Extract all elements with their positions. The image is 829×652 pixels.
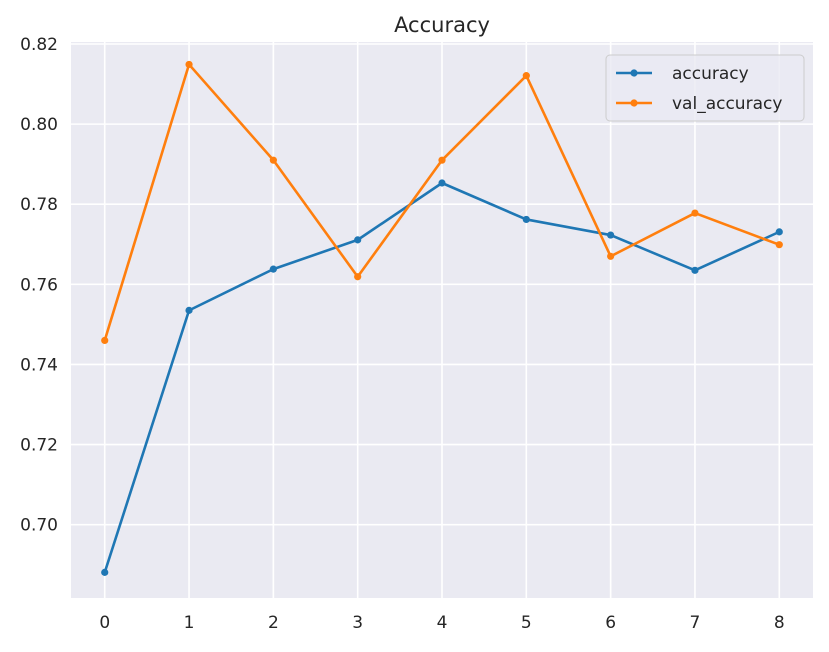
legend-label-accuracy: accuracy [672,64,749,84]
x-tick-label: 8 [774,613,785,633]
x-tick-label: 7 [690,613,701,633]
x-tick-label: 3 [352,613,363,633]
x-tick-label: 0 [99,613,110,633]
data-point-val-accuracy [354,273,362,281]
x-tick-label: 6 [605,613,616,633]
x-tick-label: 4 [437,613,448,633]
data-point-accuracy [185,306,193,314]
legend-item-val-accuracy: val_accuracy [616,94,782,114]
y-tick-label: 0.76 [20,275,58,295]
data-point-accuracy [269,265,277,273]
legend-box [605,54,805,122]
data-point-val-accuracy [269,156,277,164]
legend-item-accuracy: accuracy [616,64,749,84]
data-point-accuracy [354,236,362,244]
data-point-val-accuracy [185,60,193,69]
data-point-accuracy [438,179,446,187]
grid-lines [71,42,813,598]
legend-label-val-accuracy: val_accuracy [672,94,782,114]
series-accuracy [101,179,783,576]
y-tick-label: 0.80 [20,115,58,135]
data-point-val-accuracy [101,336,109,345]
legend-marker-accuracy [630,69,638,77]
y-tick-label: 0.78 [20,195,58,215]
legend-marker-val-accuracy [630,99,638,107]
series-val-accuracy [101,60,783,345]
y-tick-label: 0.82 [20,35,58,55]
data-point-accuracy [691,266,699,274]
data-point-val-accuracy [438,156,446,164]
data-point-val-accuracy [691,209,699,217]
legend: accuracy val_accuracy [605,54,805,122]
data-point-accuracy [607,231,615,239]
data-point-val-accuracy [775,241,783,249]
data-point-val-accuracy [607,252,615,260]
y-tick-label: 0.72 [20,436,58,456]
y-tick-label: 0.70 [20,516,58,536]
data-point-accuracy [775,228,783,236]
data-point-accuracy [522,215,530,224]
plot-area: 0 1 2 3 4 5 6 7 8 0.70 0.72 0.74 0.76 0.78 0.80 0.82 [20,35,813,633]
tick-labels: 0 1 2 3 4 5 6 7 8 0.70 0.72 0.74 0.76 0.78 0.80 0.82 [20,35,785,633]
x-tick-label: 1 [184,613,195,633]
x-tick-label: 2 [268,613,279,633]
data-point-val-accuracy [522,72,530,80]
data-point-accuracy [101,568,109,576]
y-tick-label: 0.74 [20,355,58,375]
x-tick-label: 5 [521,613,532,633]
chart-title: Accuracy [394,13,490,37]
